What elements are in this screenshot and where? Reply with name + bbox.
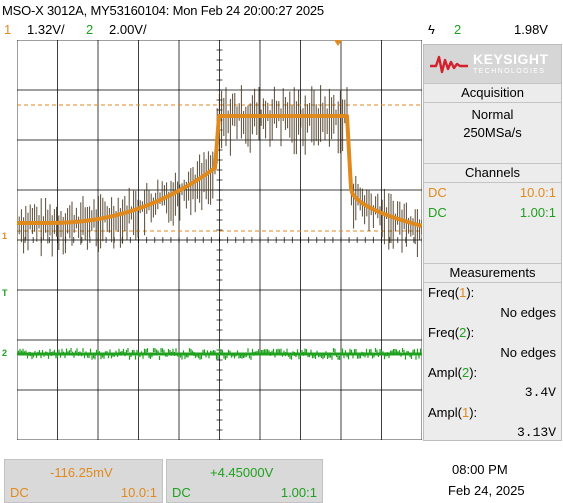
ch2-probe: 1.00:1 [519, 205, 556, 220]
trigger-level[interactable]: 1.98V [514, 22, 548, 37]
channel-scale-bar: 1 1.32V/ 2 2.00V/ ϟ 2 1.98V [0, 22, 563, 40]
ch1-ground-marker[interactable]: 1 [2, 231, 8, 241]
acquisition-section: Normal 250MSa/s [424, 103, 561, 165]
measurements-heading[interactable]: Measurements [424, 263, 561, 283]
trigger-marker[interactable]: T [2, 288, 8, 298]
acquisition-mode: Normal [471, 107, 514, 122]
ch2-scale[interactable]: 2.00V/ [109, 22, 147, 37]
ch2-coupling: DC [428, 205, 447, 220]
acquisition-heading[interactable]: Acquisition [424, 83, 561, 103]
trigger-edge-icon[interactable]: ϟ [428, 22, 435, 37]
ch1-bottom-probe: 10.0:1 [120, 485, 157, 500]
channels-section: DC 10.0:1 DC 1.00:1 [424, 183, 561, 263]
ch1-softkey[interactable]: -116.25mV DC 10.0:1 [4, 459, 163, 503]
channels-heading[interactable]: Channels [424, 163, 561, 183]
ch2-offset: +4.45000V [210, 465, 274, 480]
meas-ampl2-label: Ampl(2): [428, 365, 478, 380]
waveform-display[interactable] [17, 40, 422, 440]
keysight-wave-icon [430, 55, 468, 74]
trigger-position-icon [334, 40, 342, 46]
meas-freq2-value: No edges [500, 345, 556, 360]
ch1-number[interactable]: 1 [4, 22, 12, 37]
acquisition-rate: 250MSa/s [463, 125, 522, 140]
meas-ampl1-label: Ampl(1): [428, 405, 478, 420]
clock-time: 08:00 PM [452, 462, 508, 477]
scope-title: MSO-X 3012A, MY53160104: Mon Feb 24 20:0… [2, 3, 324, 18]
ch2-number[interactable]: 2 [86, 22, 94, 37]
ch2-softkey[interactable]: +4.45000V DC 1.00:1 [166, 459, 323, 503]
ch1-bottom-coupling: DC [10, 485, 29, 500]
meas-freq1-value: No edges [500, 305, 556, 320]
measurements-section: Freq(1): No edges Freq(2): No edges Ampl… [424, 283, 561, 440]
waveform-canvas [17, 40, 422, 440]
ch1-coupling: DC [428, 185, 447, 200]
ch2-ground-marker[interactable]: 2 [2, 348, 8, 358]
ch1-waveform [17, 114, 422, 228]
ch1-probe: 10.0:1 [519, 185, 556, 200]
ch1-offset: -116.25mV [50, 465, 113, 480]
keysight-logo: KEYSIGHT TECHNOLOGIES [424, 45, 561, 83]
meas-ampl2-value: 3.4V [524, 385, 556, 400]
meas-freq2-label: Freq(2): [428, 325, 475, 340]
trigger-source[interactable]: 2 [454, 22, 462, 37]
meas-ampl1-value: 3.13V [516, 425, 556, 440]
brand-name: KEYSIGHT [473, 51, 549, 67]
clock-date: Feb 24, 2025 [448, 483, 525, 498]
ch2-bottom-probe: 1.00:1 [280, 485, 317, 500]
ch1-scale[interactable]: 1.32V/ [27, 22, 65, 37]
meas-freq1-label: Freq(1): [428, 285, 475, 300]
ch2-bottom-coupling: DC [172, 485, 191, 500]
brand-subtitle: TECHNOLOGIES [473, 68, 546, 75]
side-panel: KEYSIGHT TECHNOLOGIES Acquisition Normal… [423, 44, 562, 441]
